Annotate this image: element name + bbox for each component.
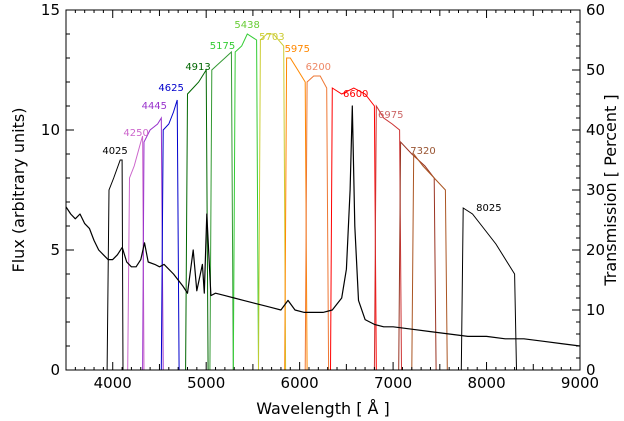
filter-curve-7320	[411, 152, 448, 371]
filter-curve-4445	[142, 116, 164, 371]
x-tick-label: 9000	[561, 374, 599, 392]
filter-curve-4625	[160, 99, 180, 371]
y2-tick-label: 20	[586, 241, 605, 259]
x-tick-label: 7000	[374, 374, 412, 392]
x-tick-label: 5000	[187, 374, 225, 392]
filter-label-6975: 6975	[378, 110, 403, 121]
y2-axis-title: Transmission [ Percent ]	[601, 94, 620, 286]
filter-curve-5438	[232, 33, 259, 371]
filter-curve-5175	[209, 50, 234, 371]
y2-tick-label: 50	[586, 61, 605, 79]
axis-ticks: 4000 5000 6000 7000 8000 90000510150102030405…	[41, 1, 605, 392]
filter-label-5175: 5175	[210, 41, 235, 52]
y2-tick-label: 40	[586, 121, 605, 139]
filter-label-4445: 4445	[142, 101, 167, 112]
filter-curve-6200	[304, 75, 330, 371]
spectrum-line	[65, 105, 581, 347]
filter-curve-5975	[284, 57, 308, 371]
filter-curve-8025	[460, 207, 517, 371]
filter-curve-6600	[330, 87, 377, 371]
filter-curve-5703	[258, 33, 287, 371]
y-tick-label: 15	[41, 1, 60, 19]
filter-curve-7320	[398, 140, 437, 371]
y2-tick-label: 30	[586, 181, 605, 199]
filter-label-4913: 4913	[185, 62, 210, 73]
filter-label-7320: 7320	[410, 146, 435, 157]
x-tick-label: 8000	[467, 374, 505, 392]
filter-curve-4025	[106, 159, 124, 371]
y2-tick-label: 10	[586, 301, 605, 319]
y-tick-label: 10	[41, 121, 60, 139]
x-tick-label: 6000	[281, 374, 319, 392]
filter-label-8025: 8025	[476, 203, 501, 214]
y2-tick-label: 60	[586, 1, 605, 19]
filter-label-6600: 6600	[343, 89, 368, 100]
filter-curve-4913	[185, 68, 209, 371]
filter-label-5975: 5975	[285, 44, 310, 55]
y-axis-title: Flux (arbitrary units)	[9, 108, 28, 273]
y-tick-label: 0	[50, 361, 60, 379]
y-tick-label: 5	[50, 241, 60, 259]
filter-label-5703: 5703	[259, 32, 284, 43]
filter-curve-6975	[373, 104, 402, 371]
filter-label-4625: 4625	[158, 83, 183, 94]
filter-curve-4250	[127, 135, 145, 371]
spectrum-series	[65, 105, 581, 347]
filter-label-4025: 4025	[102, 146, 127, 157]
y2-tick-label: 0	[586, 361, 596, 379]
filter-label-6200: 6200	[306, 62, 331, 73]
filter-label-4250: 4250	[123, 128, 148, 139]
x-tick-label: 4000	[94, 374, 132, 392]
x-axis-title: Wavelength [ Å ]	[256, 399, 390, 418]
filter-curves	[106, 33, 517, 371]
filter-label-5438: 5438	[234, 20, 259, 31]
